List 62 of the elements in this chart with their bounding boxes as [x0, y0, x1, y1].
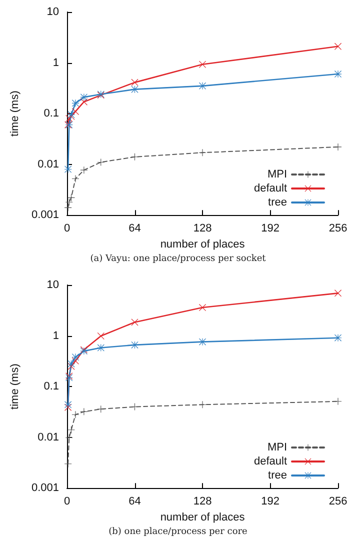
x-tick-label: 192	[261, 222, 280, 235]
y-axis-title: time (ms)	[9, 90, 22, 136]
point	[131, 341, 138, 348]
point	[97, 158, 104, 166]
point	[68, 194, 75, 202]
point	[80, 166, 88, 174]
point	[97, 332, 104, 340]
text: (b) one place/process per core	[108, 527, 248, 537]
point	[199, 401, 206, 408]
x-tick-label: 128	[193, 222, 212, 235]
y-tick-label: 0.001	[31, 209, 59, 222]
x-tick-label: 256	[328, 222, 348, 235]
x-tick-label: 0	[64, 496, 70, 508]
point	[72, 175, 79, 182]
point	[131, 78, 138, 86]
legend-label: tree	[268, 470, 287, 482]
point	[64, 460, 72, 468]
y-tick-label: 0.1	[44, 108, 59, 120]
x-tick-label: 128	[193, 496, 212, 508]
x-axis-title: number of places	[160, 512, 246, 524]
y-tick-label: 0.001	[31, 482, 59, 494]
point	[72, 411, 79, 418]
point	[80, 408, 88, 416]
y-tick-label: 1	[52, 330, 59, 342]
x-tick-label: 64	[128, 496, 141, 508]
y-tick-label: 0.1	[44, 380, 59, 393]
y-tick-label: 0.01	[38, 158, 59, 170]
point	[334, 334, 342, 342]
point	[72, 100, 79, 107]
y-tick-label: 10	[46, 279, 59, 291]
point	[334, 42, 342, 50]
point	[64, 166, 72, 173]
point	[97, 344, 104, 352]
y-tick-label: 10	[46, 6, 59, 18]
point	[64, 401, 72, 408]
point	[334, 398, 342, 405]
point	[334, 290, 342, 297]
point	[66, 198, 73, 206]
legend-label: tree	[268, 196, 287, 208]
point	[131, 153, 138, 160]
x-tick-label: 256	[328, 496, 348, 508]
y-tick-label: 1	[52, 56, 59, 69]
point	[68, 426, 75, 434]
x-tick-label: 64	[128, 222, 141, 235]
text: (a) Vayu: one place/process per socket	[89, 254, 267, 264]
legend-label: default	[254, 182, 287, 194]
x-axis-title: number of places	[160, 238, 246, 250]
legend-label: MPI	[267, 442, 287, 454]
x-tick-label: 0	[64, 222, 70, 235]
point	[97, 406, 104, 413]
point	[199, 60, 206, 68]
x-tick-label: 192	[261, 496, 280, 508]
y-axis-title: time (ms)	[9, 364, 22, 410]
point	[334, 143, 342, 150]
point	[199, 149, 206, 156]
point	[80, 94, 88, 101]
y-tick-label: 0.01	[38, 431, 59, 444]
point	[199, 338, 206, 346]
legend-label: MPI	[267, 168, 287, 180]
legend-label: default	[254, 456, 287, 468]
point	[80, 98, 88, 106]
point	[64, 204, 72, 212]
